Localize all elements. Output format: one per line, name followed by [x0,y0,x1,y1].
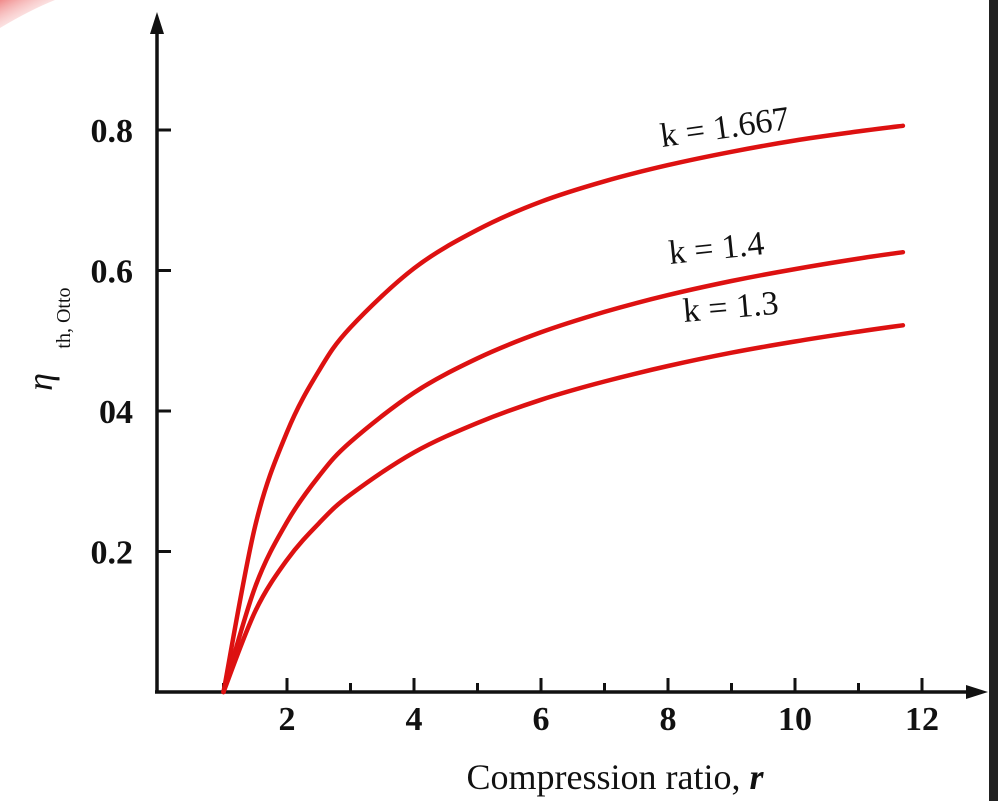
x-tick-label-10: 10 [778,701,812,738]
y-tick-label-0.2: 0.2 [91,535,134,572]
curve-label-k1667: k = 1.667 [658,100,792,155]
x-tick-label-6: 6 [533,701,550,738]
x-tick-label-12: 12 [905,701,939,738]
x-axis-title-text: Compression ratio, [467,757,750,797]
x-tick-label-8: 8 [660,701,677,738]
series-line-2 [221,323,906,695]
y-axis-arrow [150,12,164,34]
x-axis-title-var: r [749,757,764,797]
x-tick-label-2: 2 [279,701,296,738]
y-axis-title: η th, Otto [20,287,75,390]
curves [221,123,906,695]
x-axis-title: Compression ratio, r [467,757,765,797]
x-tick-label-4: 4 [406,701,423,738]
y-tick-label-0.4: 04 [99,394,133,431]
ticks: 2 4 6 8 10 12 0.2 04 0.6 0.8 [91,113,940,738]
curve-label-k13: k = 1.3 [681,285,780,330]
y-tick-label-0.6: 0.6 [91,254,134,291]
corner-decoration [0,0,55,28]
y-tick-label-0.8: 0.8 [91,113,134,150]
y-axis-title-sub: th, Otto [53,287,75,348]
y-axis-title-main: η [20,373,60,391]
series-line-0 [221,123,906,695]
x-axis-arrow [966,685,988,699]
axes [150,12,988,699]
right-border [989,0,998,801]
curve-label-k14: k = 1.4 [667,225,766,272]
series-line-1 [221,249,906,695]
